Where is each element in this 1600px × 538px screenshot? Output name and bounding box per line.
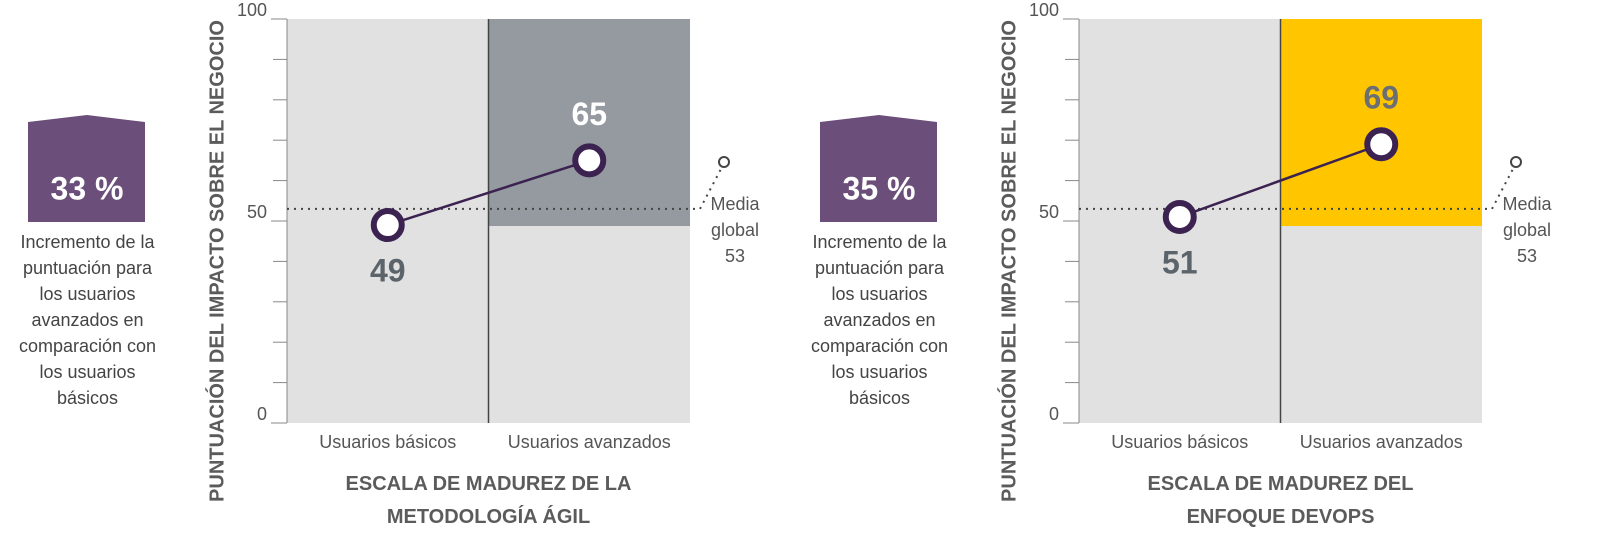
reference-leader [1491, 166, 1515, 210]
badge-text: 33 % [51, 170, 124, 206]
series-line [387, 159, 590, 227]
reference-marker [1510, 156, 1522, 168]
y-axis-title: PUNTUACIÓN DEL IMPACTO SOBRE EL NEGOCIO [996, 20, 1020, 502]
badge-text: 35 % [843, 170, 916, 206]
reference-value: 53 [1517, 246, 1537, 266]
reference-value: 53 [725, 246, 745, 266]
y-tick-label: 0 [1049, 404, 1059, 424]
series-line [1179, 143, 1382, 219]
badge [28, 115, 145, 222]
data-label: 69 [1363, 80, 1399, 116]
x-tick-label: Usuarios básicos [1111, 432, 1248, 452]
y-tick-label: 100 [1029, 0, 1059, 20]
y-tick-label: 50 [247, 202, 267, 222]
x-tick-label: Usuarios básicos [319, 432, 456, 452]
y-tick-label: 100 [237, 0, 267, 20]
description: Incremento de la puntuación para los usu… [810, 232, 949, 408]
x-tick-label: Usuarios avanzados [1300, 432, 1463, 452]
reference-label: Media global [1502, 194, 1552, 240]
point [1162, 199, 1197, 234]
y-axis-title: PUNTUACIÓN DEL IMPACTO SOBRE EL NEGOCIO [204, 20, 228, 502]
point [572, 143, 607, 178]
y-tick-label: 0 [257, 404, 267, 424]
reference-label: Media global [710, 194, 760, 240]
point [1364, 127, 1399, 162]
reference-leader [699, 166, 723, 210]
highlight-quadrant [488, 19, 690, 226]
data-label: 49 [370, 252, 406, 288]
x-axis-title: ESCALA DE MADUREZ DEL ENFOQUE DEVOPS [1147, 473, 1414, 528]
x-tick-label: Usuarios avanzados [508, 432, 671, 452]
highlight-quadrant [1280, 19, 1482, 226]
reference-marker [718, 156, 730, 168]
data-label: 65 [571, 96, 607, 132]
data-label: 51 [1162, 244, 1198, 280]
badge [820, 115, 937, 222]
x-axis-title: ESCALA DE MADUREZ DE LA METODOLOGÍA ÁGIL [345, 473, 632, 528]
y-tick-label: 50 [1039, 202, 1059, 222]
point [370, 208, 405, 243]
description: Incremento de la puntuación para los usu… [18, 232, 157, 408]
